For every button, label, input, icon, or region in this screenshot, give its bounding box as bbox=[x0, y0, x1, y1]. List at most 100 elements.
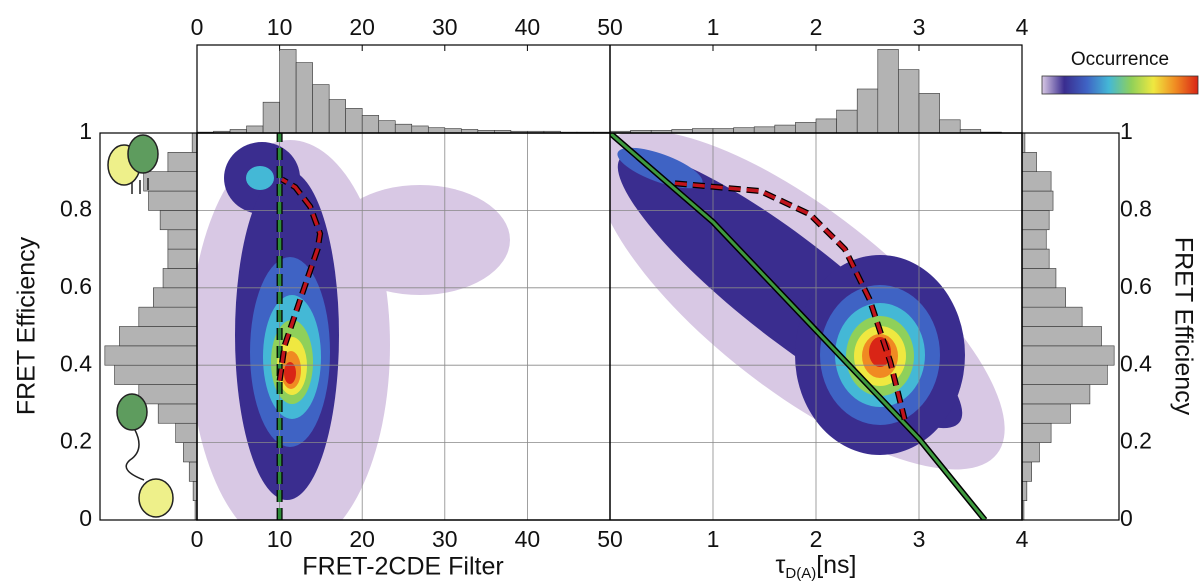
colorbar bbox=[1041, 75, 1199, 95]
x-tick-label-top: 1 bbox=[707, 14, 720, 40]
side-histogram-bar bbox=[143, 171, 198, 192]
series-line bbox=[277, 177, 322, 381]
x-tick-label-top: 3 bbox=[913, 14, 926, 40]
y-axis-label: FRET Efficiency bbox=[13, 236, 41, 415]
x-tick-label-top: 2 bbox=[810, 14, 823, 40]
series-line bbox=[276, 176, 324, 382]
top-histogram-bar bbox=[279, 49, 297, 134]
top-histogram-bar bbox=[295, 62, 313, 134]
y-tick-label: 1 bbox=[79, 118, 92, 144]
side-histogram-bar bbox=[167, 229, 198, 250]
side-histogram-bar bbox=[1021, 364, 1108, 385]
x-tick-label-top: 10 bbox=[267, 14, 293, 40]
side-histogram-bar bbox=[1021, 442, 1040, 463]
y-tick-label: 0.2 bbox=[1120, 428, 1152, 454]
side-histogram-bar bbox=[167, 152, 198, 173]
side-histogram-bar bbox=[138, 306, 198, 327]
top-histogram-bar bbox=[328, 99, 346, 134]
x-tick-label-top: 40 bbox=[515, 14, 541, 40]
side-histogram-bar bbox=[1021, 326, 1102, 347]
side-histogram-bar bbox=[138, 384, 198, 405]
cartoon-open bbox=[116, 393, 174, 518]
top-histogram-bar bbox=[361, 115, 380, 134]
side-histogram-bar bbox=[114, 364, 198, 385]
series-line bbox=[674, 180, 908, 421]
top-histogram-bar bbox=[411, 125, 429, 134]
x-tick-label-top: 0 bbox=[191, 14, 204, 40]
right-frame bbox=[1021, 132, 1120, 521]
top-histogram-bar bbox=[246, 125, 264, 134]
side-histogram-bar bbox=[1021, 229, 1047, 250]
x-tick-label: 3 bbox=[913, 526, 926, 552]
y-tick-label: 0.6 bbox=[60, 273, 92, 299]
side-histogram-bar bbox=[1021, 403, 1071, 424]
x-tick-label: 2 bbox=[810, 526, 823, 552]
top-frame bbox=[196, 44, 1023, 134]
x-tick-label: 40 bbox=[515, 526, 541, 552]
side-histogram-bar bbox=[1021, 384, 1091, 405]
x-tick-label: 50 bbox=[597, 526, 623, 552]
side-histogram-bar bbox=[188, 461, 198, 482]
side-histogram-bar bbox=[104, 345, 198, 366]
series-line bbox=[610, 133, 987, 520]
x-tick-label-top: 4 bbox=[1016, 14, 1029, 40]
marks bbox=[104, 49, 1115, 521]
top-histogram-bar bbox=[939, 119, 961, 134]
top-histogram-bar bbox=[394, 123, 413, 134]
side-histogram-bar bbox=[175, 422, 198, 443]
x-tick-label: 20 bbox=[349, 526, 375, 552]
x-tick-label-top: 50 bbox=[597, 14, 623, 40]
top-histogram-bar bbox=[815, 118, 837, 134]
x-axis-label: FRET-2CDE Filter bbox=[302, 553, 503, 581]
top-histogram-bar bbox=[877, 49, 899, 134]
side-histogram-bar bbox=[148, 190, 198, 211]
top-histogram-bar bbox=[918, 93, 940, 134]
side-histogram-bar bbox=[153, 287, 198, 308]
x-label-subscript: D(A) bbox=[785, 565, 816, 582]
x-label-unit: [ns] bbox=[816, 551, 856, 579]
side-histogram-bar bbox=[183, 442, 198, 463]
series-line bbox=[674, 181, 907, 420]
y-tick-label: 0.4 bbox=[60, 350, 92, 376]
y-tick-label: 0.8 bbox=[1120, 195, 1152, 221]
y-tick-label: 0.4 bbox=[1120, 350, 1152, 376]
side-histogram-bar bbox=[1021, 190, 1054, 211]
side-histogram-bar bbox=[167, 248, 198, 269]
top-histogram-bar bbox=[262, 101, 280, 134]
top-histogram-bar bbox=[774, 124, 796, 134]
y-tick-label: 0.8 bbox=[60, 195, 92, 221]
y-tick-label: 0.2 bbox=[60, 428, 92, 454]
top-histogram-bar bbox=[312, 84, 330, 134]
top-histogram-bar bbox=[345, 108, 363, 134]
x-label-symbol: τ bbox=[775, 551, 785, 579]
x-tick-label-top: 20 bbox=[349, 14, 375, 40]
side-histogram-bar bbox=[1021, 152, 1037, 173]
side-histogram-bar bbox=[1021, 171, 1052, 192]
y-tick-label: 0 bbox=[1120, 505, 1133, 531]
colorbar-label: Occurrence bbox=[1071, 49, 1169, 70]
y-tick-label: 0.6 bbox=[1120, 273, 1152, 299]
x-tick-label: 10 bbox=[267, 526, 293, 552]
x-axis-label: τD(A)[ns] bbox=[775, 551, 856, 582]
x-tick-label: 1 bbox=[707, 526, 720, 552]
density-contours-left bbox=[197, 140, 510, 520]
top-histogram-bar bbox=[898, 69, 920, 134]
side-histogram-bar bbox=[1021, 268, 1057, 289]
side-histogram-bar bbox=[1021, 287, 1066, 308]
side-histogram-bar bbox=[1021, 248, 1050, 269]
top-histogram-bar bbox=[733, 127, 755, 134]
x-tick-label: 0 bbox=[191, 526, 204, 552]
top-histogram-bar bbox=[753, 126, 776, 134]
top-histogram-bar bbox=[378, 120, 396, 134]
side-histogram-bar bbox=[157, 403, 198, 424]
top-histogram-bar bbox=[856, 88, 879, 134]
x-tick-label: 30 bbox=[432, 526, 458, 552]
y-tick-label: 0 bbox=[79, 505, 92, 531]
side-histogram-bar bbox=[1021, 345, 1115, 366]
side-histogram-bar bbox=[162, 268, 198, 289]
side-histogram-bar bbox=[1021, 461, 1032, 482]
cartoon-closed bbox=[107, 134, 159, 194]
y-tick-label: 1 bbox=[1120, 118, 1133, 144]
